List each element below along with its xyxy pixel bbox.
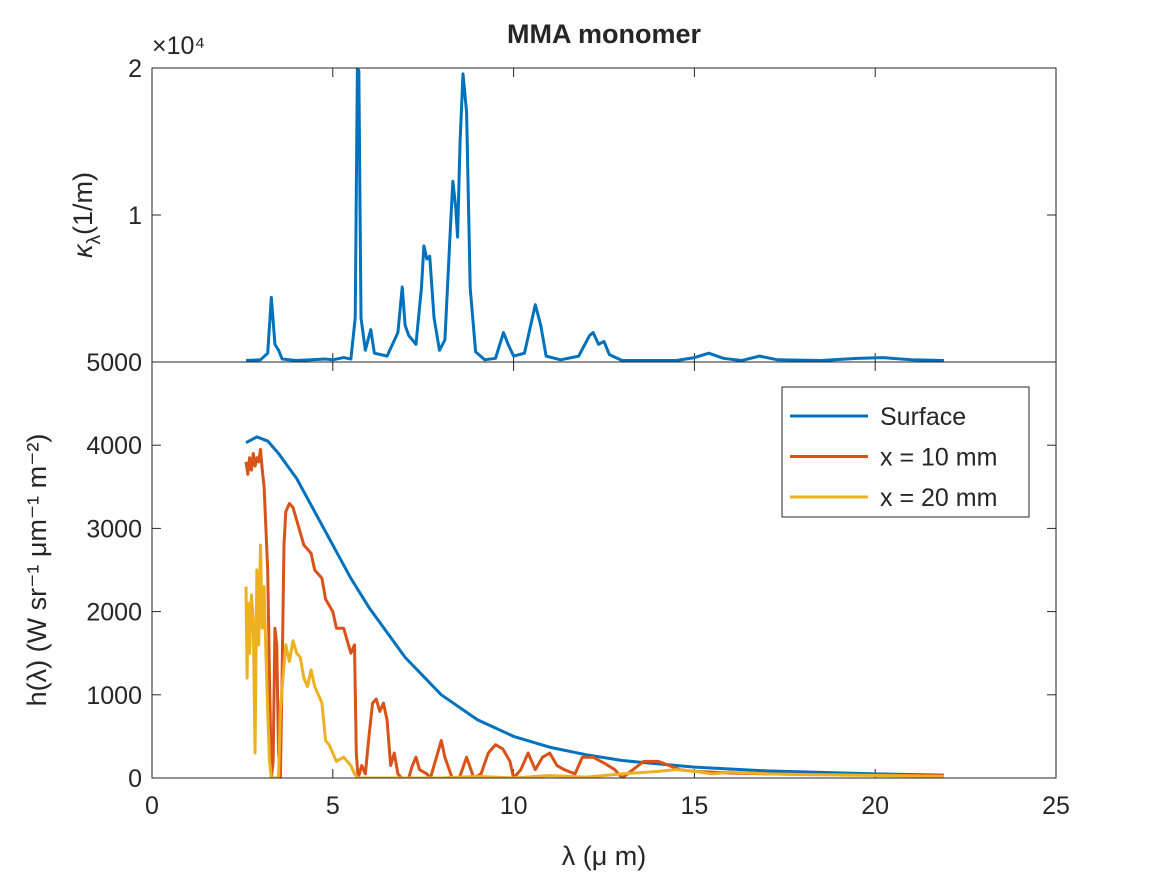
series-line bbox=[245, 435, 944, 777]
y-tick-label: 0 bbox=[128, 765, 142, 793]
legend-label: x = 10 mm bbox=[880, 444, 997, 472]
x-tick-label: 25 bbox=[1042, 792, 1070, 820]
series-line bbox=[245, 68, 944, 362]
x-tick-label: 10 bbox=[500, 792, 528, 820]
y-label-symbol: κ bbox=[68, 243, 98, 258]
y-label-unit: (1/m) bbox=[68, 172, 98, 235]
y-tick-label: 2000 bbox=[86, 599, 142, 627]
chart-title: MMA monomer bbox=[507, 19, 701, 49]
y-label: h(λ) (W sr⁻¹ μm⁻¹ m⁻²) bbox=[22, 434, 52, 707]
series-line bbox=[244, 543, 944, 778]
axes-box bbox=[151, 361, 1057, 779]
series-line bbox=[244, 447, 944, 778]
y-tick-label: 2 bbox=[128, 55, 142, 83]
legend-box bbox=[781, 386, 1030, 518]
y-label-sub: λ bbox=[84, 235, 105, 245]
x-label: λ (μ m) bbox=[562, 841, 647, 871]
x-tick-label: 15 bbox=[680, 792, 708, 820]
x-tick-label: 0 bbox=[145, 792, 159, 820]
y-tick-label: 5000 bbox=[86, 349, 142, 377]
y-tick-label: 4000 bbox=[86, 432, 142, 460]
x-tick-label: 20 bbox=[861, 792, 889, 820]
y-tick-label: 3000 bbox=[86, 515, 142, 543]
y-tick-label: 1000 bbox=[86, 682, 142, 710]
y-label: κλ(1/m) bbox=[68, 172, 105, 258]
y-multiplier: ×10⁴ bbox=[152, 32, 205, 60]
x-tick-label: 5 bbox=[326, 792, 340, 820]
legend-label: Surface bbox=[880, 403, 966, 431]
y-tick-label: 1 bbox=[128, 202, 142, 230]
legend-label: x = 20 mm bbox=[880, 484, 997, 512]
